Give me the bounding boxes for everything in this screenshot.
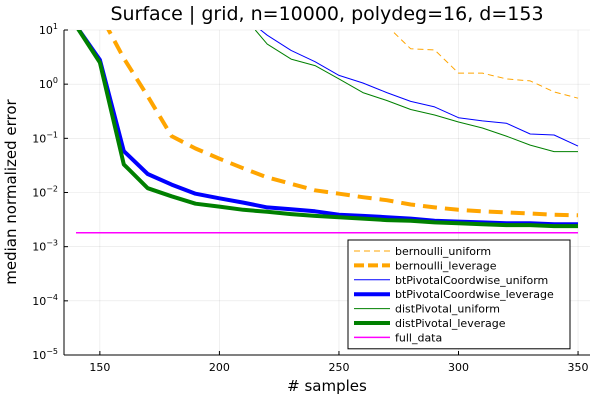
x-tick-label: 200 — [209, 361, 230, 374]
series-line-bernoulli-uniform — [390, 30, 579, 99]
y-tick-label: 100 — [39, 76, 58, 91]
y-tick-label: 101 — [39, 22, 58, 37]
legend-label: btPivotalCoordwise_uniform — [395, 274, 548, 287]
x-tick-label: 300 — [448, 361, 469, 374]
y-tick-label: 10−1 — [32, 130, 58, 145]
legend-label: bernoulli_uniform — [395, 245, 491, 258]
legend-label: distPivotal_uniform — [395, 303, 500, 316]
y-tick-label: 10−3 — [32, 239, 58, 254]
y-tick-label: 10−5 — [32, 347, 58, 362]
legend-label: full_data — [395, 331, 442, 344]
y-tick-label: 10−4 — [32, 293, 58, 308]
series-line-bernoulli-leverage — [106, 30, 579, 218]
legend-label: bernoulli_leverage — [395, 259, 497, 272]
x-tick-label: 350 — [568, 361, 589, 374]
x-tick-label: 250 — [328, 361, 349, 374]
x-axis-label: # samples — [287, 377, 367, 395]
x-tick-label: 150 — [89, 361, 110, 374]
legend-label: distPivotal_leverage — [395, 317, 506, 330]
legend-label: btPivotalCoordwise_leverage — [395, 288, 554, 301]
chart-title: Surface | grid, n=10000, polydeg=16, d=1… — [110, 3, 543, 25]
series-line-btpivotalcoordwise-uniform — [259, 30, 579, 147]
y-axis-label: median normalized error — [2, 98, 20, 284]
y-tick-label: 10−2 — [32, 185, 58, 200]
series-lines — [76, 30, 579, 234]
tick-labels: 150 200 250 300 350 10−5 10−4 10−3 10−2 10−1 100 10… — [32, 22, 588, 374]
series-line-distpivotal-leverage — [76, 30, 578, 229]
axes — [63, 29, 590, 356]
series-line-distpivotal-uniform — [254, 30, 578, 153]
